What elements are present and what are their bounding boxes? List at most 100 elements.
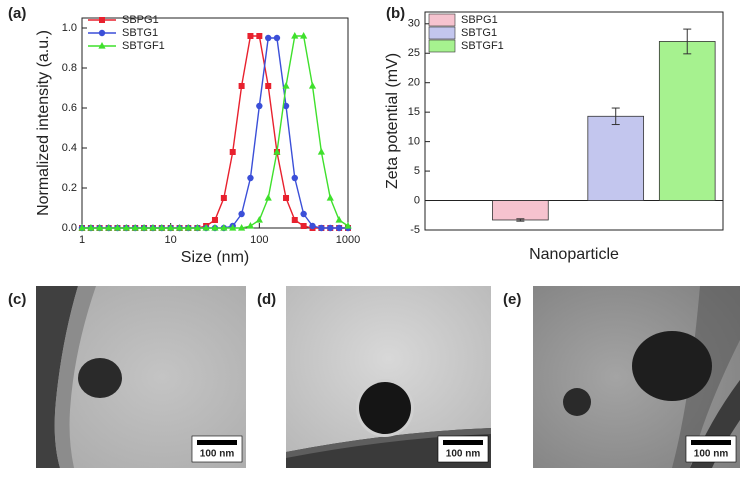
marker <box>158 224 166 231</box>
legend-swatch <box>428 26 456 40</box>
legend-label: SBPG1 <box>461 14 498 26</box>
x-axis-title: Size (nm) <box>181 249 249 266</box>
marker <box>87 224 95 231</box>
marker <box>300 210 307 218</box>
scale-bar-label: 100 nm <box>694 449 729 460</box>
marker <box>255 216 263 223</box>
legend-label: SBTG1 <box>122 27 158 39</box>
x-tick-label: 100 <box>250 234 268 246</box>
marker <box>282 102 290 110</box>
marker <box>113 224 122 231</box>
x-tick-label: 1 <box>79 234 85 246</box>
y-tick-label: 0 <box>414 194 420 206</box>
panel-label: (b) <box>386 5 405 22</box>
tem-image-c <box>36 286 246 468</box>
marker <box>318 224 325 232</box>
marker <box>256 102 263 110</box>
marker <box>308 82 317 89</box>
marker <box>300 223 307 229</box>
y-tick-label: 1.0 <box>62 22 77 34</box>
scale-bar <box>691 440 731 445</box>
y-axis-title: Normalized intensity (a.u.) <box>35 30 52 216</box>
y-tick-label: -5 <box>410 224 420 236</box>
marker <box>265 83 272 89</box>
legend-label: SBTGF1 <box>461 40 504 52</box>
marker <box>273 148 281 155</box>
series-line <box>82 37 348 229</box>
scale-bar <box>197 440 237 445</box>
series-line <box>82 35 349 229</box>
marker <box>326 194 334 201</box>
marker <box>282 82 290 89</box>
marker <box>122 224 130 231</box>
marker <box>229 149 236 155</box>
y-axis-title: Zeta potential (mV) <box>384 53 401 189</box>
marker <box>327 224 334 232</box>
marker <box>246 222 255 229</box>
marker <box>140 224 148 231</box>
error-bar <box>611 107 620 126</box>
marker <box>283 195 290 201</box>
legend-label: SBPG1 <box>122 14 159 26</box>
marker <box>105 224 113 231</box>
marker <box>175 224 184 231</box>
bar <box>587 115 645 201</box>
marker <box>149 224 157 231</box>
marker <box>247 33 254 39</box>
panel-label: (e) <box>503 291 521 308</box>
y-tick-label: 0.0 <box>62 222 77 234</box>
marker <box>317 148 325 155</box>
legend-swatch <box>428 13 456 27</box>
error-bar <box>516 218 525 222</box>
marker <box>99 17 105 23</box>
x-tick-label: 1000 <box>336 234 360 246</box>
marker <box>238 210 245 218</box>
scale-bar-label: 100 nm <box>446 449 481 460</box>
marker <box>291 174 298 182</box>
y-tick-label: 15 <box>408 106 420 118</box>
marker <box>238 83 245 89</box>
marker <box>265 34 272 42</box>
legend-label: SBTGF1 <box>122 40 165 52</box>
marker <box>184 224 192 231</box>
scale-bar-label: 100 nm <box>200 449 235 460</box>
marker <box>273 34 281 42</box>
marker <box>291 217 298 223</box>
marker <box>98 42 106 49</box>
y-tick-label: 0.8 <box>62 62 77 74</box>
y-tick-label: 10 <box>408 136 420 148</box>
marker <box>96 224 104 231</box>
marker <box>220 224 228 231</box>
marker <box>193 224 201 231</box>
panel-label: (c) <box>8 291 26 308</box>
marker <box>247 174 254 182</box>
marker <box>291 32 299 39</box>
marker <box>238 224 246 231</box>
marker <box>211 224 219 231</box>
bar <box>492 200 549 221</box>
y-tick-label: 20 <box>408 77 420 89</box>
marker <box>264 194 272 201</box>
error-bar <box>683 28 692 55</box>
y-tick-label: 25 <box>408 47 420 59</box>
x-axis-title: Nanoparticle <box>529 246 619 263</box>
marker <box>344 222 352 229</box>
marker <box>300 32 308 39</box>
marker <box>78 224 86 231</box>
y-tick-label: 0.2 <box>62 182 77 194</box>
y-tick-label: 30 <box>408 18 420 30</box>
marker <box>98 29 106 37</box>
panel-label: (d) <box>257 291 276 308</box>
scale-bar <box>443 440 483 445</box>
marker <box>309 222 316 230</box>
panel-label: (a) <box>8 5 26 22</box>
marker <box>335 224 343 232</box>
marker <box>211 217 218 223</box>
x-tick-label: 10 <box>165 234 177 246</box>
y-tick-label: 5 <box>414 165 420 177</box>
marker <box>167 224 175 231</box>
legend-label: SBTG1 <box>461 27 497 39</box>
bar <box>658 41 716 201</box>
